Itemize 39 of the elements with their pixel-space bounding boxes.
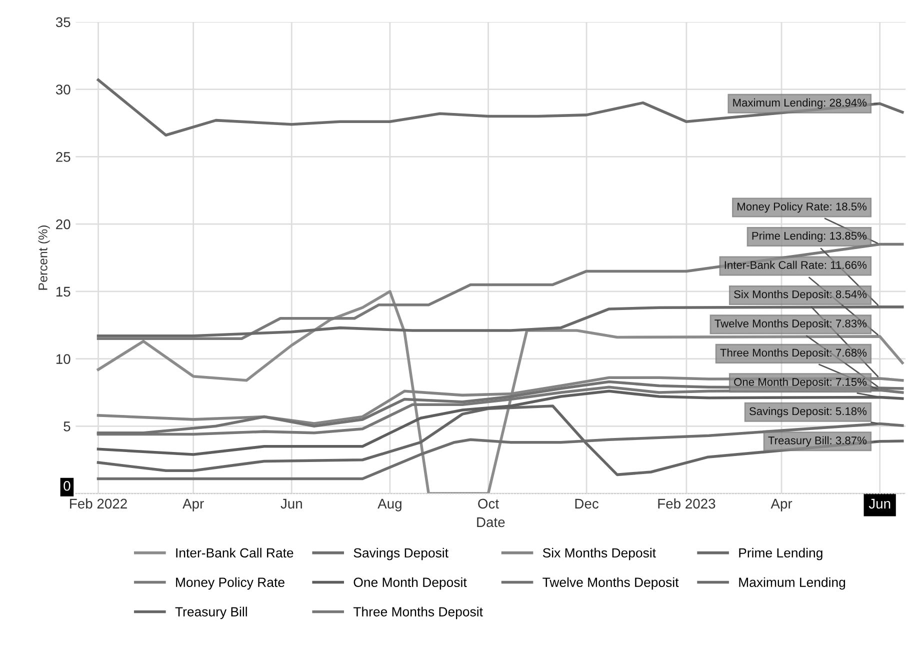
legend-label: Savings Deposit (354, 548, 448, 560)
legend-label: Three Months Deposit (353, 606, 483, 620)
annotation: Inter-Bank Call Rate: 11.66% (724, 260, 867, 269)
x-tick-label: Feb 2022 (70, 498, 127, 509)
annotation: Six Months Deposit: 8.54% (734, 290, 867, 300)
annotation: One Month Deposit: 7.15% (734, 378, 867, 388)
annotation: Maximum Lending: 28.94% (733, 98, 867, 109)
y-axis-title: Percent (%) (38, 226, 50, 290)
y-tick-label: 30 (56, 84, 70, 94)
y-tick-label: 25 (56, 152, 70, 162)
annotation: Prime Lending: 13.85% (752, 232, 867, 242)
legend-label: One Month Deposit (354, 577, 467, 590)
y-tick-label: 35 (56, 17, 70, 28)
y-tick-label: 20 (56, 219, 70, 230)
legend-label: Maximum Lending (739, 577, 846, 590)
annotation: Money Policy Rate: 18.5% (738, 202, 867, 213)
x-tick-label: Jun (868, 498, 890, 509)
annotation: Three Months Deposit: 7.68% (720, 348, 867, 359)
legend-label: Inter-Bank Call Rate (176, 548, 294, 558)
legend-label: Prime Lending (739, 548, 822, 560)
x-tick-label: Feb 2023 (658, 498, 716, 509)
x-tick-label: Dec (575, 498, 599, 509)
x-tick-label: Oct (478, 498, 499, 509)
legend-label: Twelve Months Deposit (542, 577, 679, 590)
y-tick-label: 10 (56, 354, 70, 364)
x-tick-label: Aug (378, 498, 402, 512)
annotation: Treasury Bill: 3.87% (768, 436, 867, 447)
x-tick-label: Apr (770, 498, 792, 512)
y-tick-label: 15 (56, 286, 70, 297)
x-tick-label: Apr (182, 498, 204, 512)
legend-label: Money Policy Rate (176, 577, 284, 590)
annotation: Twelve Months Deposit: 7.83% (714, 319, 867, 330)
legend-label: Six Months Deposit (542, 548, 656, 560)
y-tick-label: 0 (64, 480, 70, 491)
x-tick-label: Jun (280, 498, 302, 509)
x-axis-title: Date (477, 517, 505, 528)
annotation: Savings Deposit: 5.18% (749, 406, 867, 418)
y-tick-label: 5 (64, 422, 70, 432)
legend-label: Treasury Bill (175, 606, 247, 620)
